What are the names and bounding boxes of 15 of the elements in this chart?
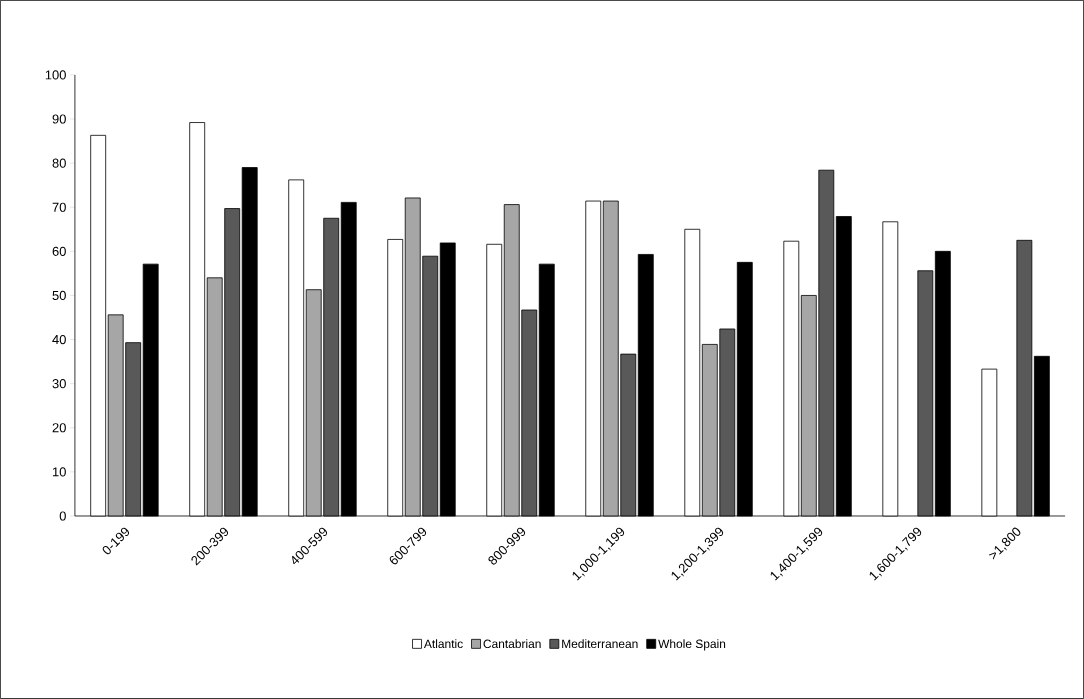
y-tick-label: 40 <box>52 335 66 345</box>
y-tick-label: 10 <box>52 467 66 477</box>
legend-label: Mediterranean <box>562 639 638 649</box>
y-tick-label: 20 <box>52 423 66 433</box>
legend-label: Atlantic <box>423 639 463 649</box>
y-tick-label: 90 <box>52 114 66 124</box>
y-tick-label: 50 <box>52 290 66 301</box>
legend-label: Whole Spain <box>658 639 726 651</box>
legend-label: Cantabrian <box>483 639 541 649</box>
y-tick-label: 100 <box>45 70 66 80</box>
y-tick-label: 30 <box>52 379 66 389</box>
y-tick-label: 0 <box>59 511 66 521</box>
y-tick-label: 70 <box>52 202 66 212</box>
y-tick-label: 80 <box>52 158 66 168</box>
y-tick-label: 60 <box>52 246 66 256</box>
